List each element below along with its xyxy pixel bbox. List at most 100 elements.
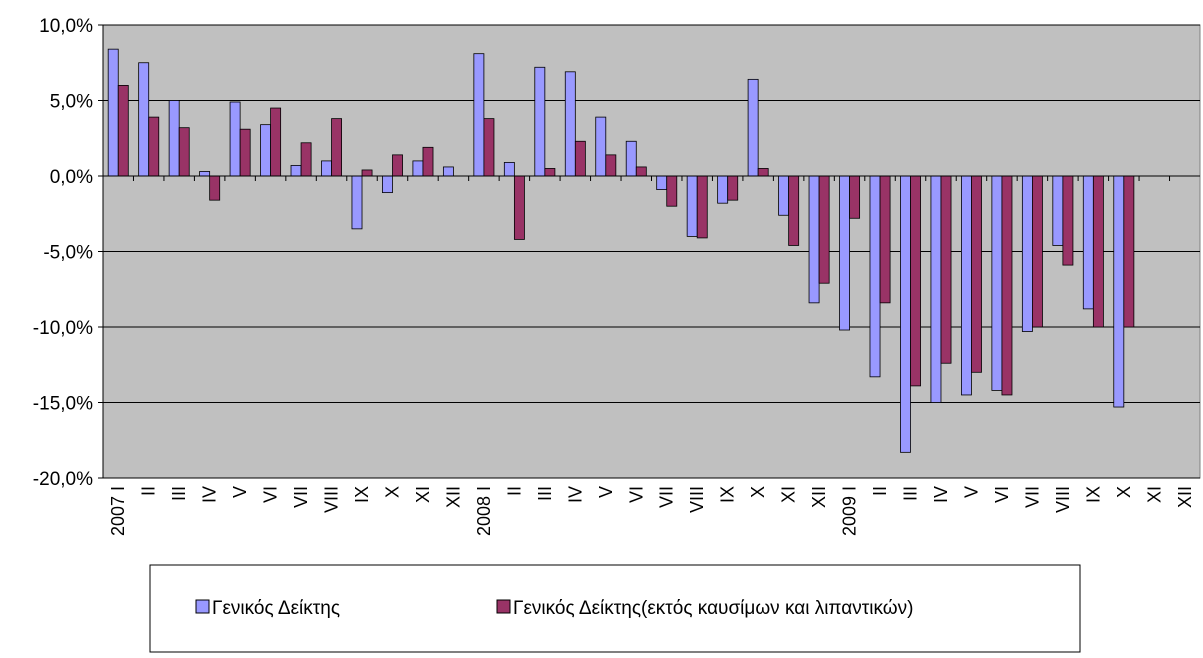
bar xyxy=(178,127,190,177)
legend-swatch xyxy=(496,599,511,614)
bar xyxy=(961,175,972,396)
bar xyxy=(666,175,678,207)
bar xyxy=(1092,175,1104,328)
bar xyxy=(229,101,241,177)
x-tick-label: V xyxy=(961,486,981,498)
bar xyxy=(117,85,129,177)
x-tick-label: II xyxy=(870,486,890,496)
x-tick-label: XII xyxy=(809,486,829,508)
bar xyxy=(747,78,759,177)
x-tick-label: VIII xyxy=(687,486,707,513)
x-tick-label: III xyxy=(901,486,921,501)
x-tick-label: X xyxy=(382,486,402,498)
bar xyxy=(849,175,861,219)
x-tick-label: II xyxy=(139,486,159,496)
bar xyxy=(412,160,424,177)
bar xyxy=(300,142,312,177)
x-tick-label: IX xyxy=(352,486,372,503)
x-tick-label: 2009 I xyxy=(840,486,860,536)
bar xyxy=(635,166,647,177)
bar xyxy=(910,175,921,387)
bar xyxy=(696,175,708,239)
x-tick-label: X xyxy=(748,486,768,498)
bar xyxy=(148,116,160,177)
bar xyxy=(656,175,668,190)
x-tick-label: XI xyxy=(413,486,433,503)
bar xyxy=(930,175,942,403)
bar xyxy=(839,175,850,331)
bar xyxy=(1021,175,1033,332)
x-tick-label: XII xyxy=(1175,486,1195,508)
bar xyxy=(869,175,881,378)
x-tick-label: VI xyxy=(626,486,646,503)
bar xyxy=(686,175,698,237)
bar xyxy=(971,175,982,373)
x-tick-label: XII xyxy=(443,486,463,508)
bar xyxy=(361,169,373,177)
bar xyxy=(422,146,434,177)
legend-label: Γενικός Δείκτης(εκτός καυσίμων και λιπαν… xyxy=(513,598,913,619)
bar xyxy=(991,175,1003,391)
x-tick-label: II xyxy=(504,486,524,496)
y-tick-label: 0,0% xyxy=(50,167,93,188)
bar xyxy=(1113,175,1125,408)
bar xyxy=(392,154,403,177)
x-tick-label: IV xyxy=(565,486,585,503)
bar xyxy=(727,175,739,201)
bar xyxy=(107,48,119,177)
bar xyxy=(260,124,271,177)
x-tick-label: VIII xyxy=(1053,486,1073,513)
x-tick-label: IV xyxy=(200,486,220,503)
bar xyxy=(1082,175,1094,310)
legend-swatch xyxy=(195,599,210,614)
x-tick-label: IV xyxy=(931,486,951,503)
bar xyxy=(1001,175,1013,396)
legend-box xyxy=(149,564,1081,653)
bar xyxy=(209,175,221,201)
bar xyxy=(788,175,800,246)
bar xyxy=(605,154,617,177)
y-tick-label: -15,0% xyxy=(33,394,93,415)
x-tick-label: 2008 I xyxy=(474,486,494,536)
bar xyxy=(625,140,637,177)
bar xyxy=(534,66,546,177)
x-tick-label: XI xyxy=(1144,486,1164,503)
x-tick-label: IX xyxy=(718,486,738,503)
bar xyxy=(1123,175,1135,328)
bar xyxy=(818,175,830,284)
bar xyxy=(503,162,515,177)
y-tick-label: -20,0% xyxy=(33,469,93,490)
x-tick-label: 2007 I xyxy=(108,486,128,536)
bar xyxy=(1032,175,1043,328)
legend-label: Γενικός Δείκτης xyxy=(212,598,340,619)
bar xyxy=(473,53,485,177)
x-tick-label: VIII xyxy=(322,486,342,513)
bar xyxy=(717,175,729,204)
bar xyxy=(168,100,180,177)
x-tick-label: VII xyxy=(291,486,311,508)
bar xyxy=(595,116,607,177)
bar xyxy=(940,175,952,364)
y-tick-label: 10,0% xyxy=(39,16,93,37)
y-tick-label: -10,0% xyxy=(33,318,93,339)
bar xyxy=(1052,175,1064,246)
x-tick-label: IX xyxy=(1083,486,1103,503)
bar xyxy=(270,107,282,177)
x-tick-label: X xyxy=(1114,486,1134,498)
bar xyxy=(544,168,556,177)
bar xyxy=(199,171,211,177)
bar xyxy=(574,140,586,177)
bar xyxy=(879,175,891,304)
bar xyxy=(808,175,820,304)
bar xyxy=(382,175,393,194)
bar xyxy=(321,160,332,177)
bar xyxy=(483,118,495,177)
bar xyxy=(900,175,911,453)
x-tick-label: XI xyxy=(779,486,799,503)
bar xyxy=(290,165,302,177)
x-tick-label: V xyxy=(596,486,616,498)
y-tick-label: 5,0% xyxy=(50,92,93,113)
x-tick-label: VII xyxy=(1022,486,1042,508)
bar xyxy=(513,175,525,240)
